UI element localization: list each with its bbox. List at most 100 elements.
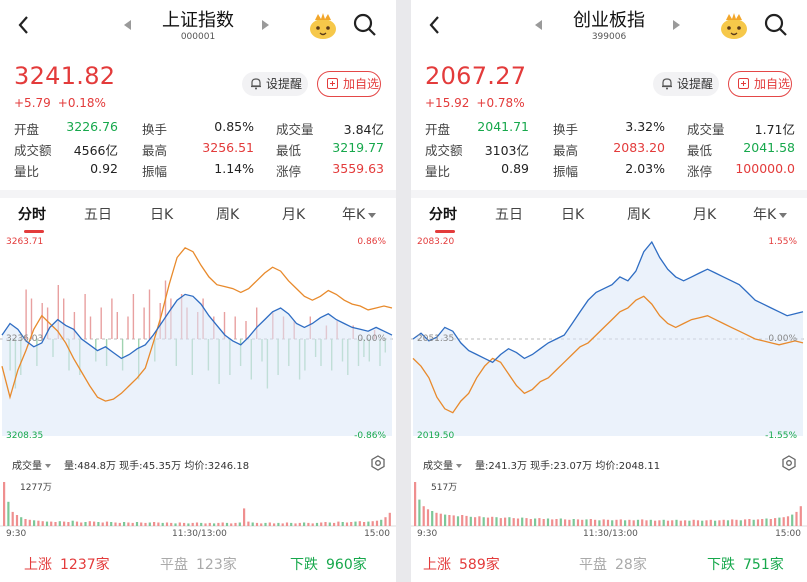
stats-grid: 开盘 3226.76 换手 0.85% 成交量 3.84亿 成交额 4566亿 最高 3256.5… [14,119,384,182]
volume-bar [114,522,117,526]
volume-bar [795,511,798,526]
search-icon[interactable] [352,12,378,38]
tab-period[interactable]: 月K [282,204,305,224]
pressure-bar [30,298,33,339]
active-tab-indicator [435,230,455,233]
tab-period[interactable]: 周K [627,204,650,224]
tab-period[interactable]: 月K [693,204,716,224]
pressure-bar [164,280,167,339]
volume-bar [221,522,224,526]
back-arrow-icon[interactable] [423,10,447,40]
market-breadth: 上涨 1237家 平盘 123家 下跌 960家 [0,551,396,575]
stat-label: 成交量 [687,122,725,137]
volume-toolbar: 成交量 量:484.8万 现手:45.35万 均价:3246.18 [0,452,396,474]
volume-bar [761,519,764,526]
set-alert-label: 设提醒 [677,77,714,91]
volume-bar [602,519,605,526]
plus-icon [327,78,338,89]
volume-bar [696,520,700,526]
tab-period[interactable]: 日K [561,204,584,224]
volume-bar [367,521,370,526]
axis-top-price: 2083.20 [417,237,455,247]
pressure-bar [57,285,59,339]
tab-period[interactable]: 日K [150,204,173,224]
axis-bottom-pct: -1.55% [765,431,797,441]
stat-value: 0.85% [214,119,254,134]
tab-period[interactable]: 五日 [84,204,112,224]
next-stock-icon[interactable] [262,20,269,30]
tab-period[interactable]: 五日 [495,204,523,224]
stat-value: 1.71亿 [754,122,795,137]
volume-bar [238,522,241,526]
volume-bar [688,520,691,526]
settings-icon[interactable] [370,455,386,471]
volume-bar [118,522,121,526]
tab-period[interactable]: 分时 [18,204,46,224]
volume-bar [662,519,665,526]
active-tab-indicator [24,230,44,233]
volume-bar [748,519,751,526]
tab-label: 月K [282,207,306,223]
volume-toolbar: 成交量 量:241.3万 现手:23.07万 均价:2048.11 [411,452,807,474]
volume-bar [654,520,657,526]
next-stock-icon[interactable] [673,20,680,30]
volume-bar [315,522,319,526]
up-label: 上涨 [24,557,52,573]
prev-stock-icon[interactable] [535,20,542,30]
volume-bar [692,519,695,526]
volume-bar [24,519,27,526]
settings-icon[interactable] [781,455,797,471]
bell-icon [662,78,672,90]
add-watchlist-button[interactable]: 加自选 [728,71,792,97]
flat-count: 28家 [615,557,647,573]
volume-bar [731,519,734,526]
pressure-bar [89,316,92,339]
set-alert-button[interactable]: 设提醒 [653,72,719,96]
volume-bar [474,517,477,526]
volume-bar [799,506,802,526]
volume-bar [15,515,19,526]
tab-period[interactable]: 年K [753,204,788,224]
volume-bar [345,522,349,526]
volume-bar [234,522,237,526]
set-alert-button[interactable]: 设提醒 [242,72,308,96]
volume-bar [645,520,648,526]
stock-code: 000001 [180,32,216,42]
tab-period[interactable]: 年K [342,204,377,224]
volume-bar [615,519,618,526]
stats-grid: 开盘 2041.71 换手 3.32% 成交量 1.71亿 成交额 3103亿 最高 2083.2… [425,119,795,182]
volume-bar [285,522,289,526]
volume-selector[interactable]: 成交量 [423,457,462,472]
back-arrow-icon[interactable] [12,10,36,40]
up-count: 589家 [459,557,500,573]
prev-stock-icon[interactable] [124,20,131,30]
volume-bar [714,520,717,526]
volume-bar [765,518,768,526]
tab-label: 周K [216,207,240,223]
volume-bar [384,517,387,526]
pressure-bar [46,307,49,339]
volume-bar [178,522,181,526]
tab-period[interactable]: 周K [216,204,239,224]
volume-bar [594,519,597,526]
caret-down-icon [45,464,51,468]
tab-label: 日K [561,207,585,223]
mascot-icon[interactable] [306,10,340,40]
price-area [413,242,803,436]
volume-selector-label: 成交量 [12,461,42,472]
mascot-icon[interactable] [717,10,751,40]
stat-label: 成交额 [425,143,463,158]
volume-bar [581,519,584,526]
volume-bar [744,519,747,526]
stat-value: 1.14% [214,161,254,176]
volume-selector[interactable]: 成交量 [12,457,51,472]
add-watchlist-button[interactable]: 加自选 [317,71,381,97]
search-icon[interactable] [763,12,789,38]
axis-top-pct: 0.86% [357,237,386,247]
axis-mid-price: 2051.35 [417,334,455,344]
period-tabs: 分时 五日 日K 周K 月K 年K [411,204,807,233]
pressure-bar [132,294,135,339]
tab-period[interactable]: 分时 [429,204,457,224]
volume-bar [174,523,177,526]
volume-bar [110,522,113,526]
